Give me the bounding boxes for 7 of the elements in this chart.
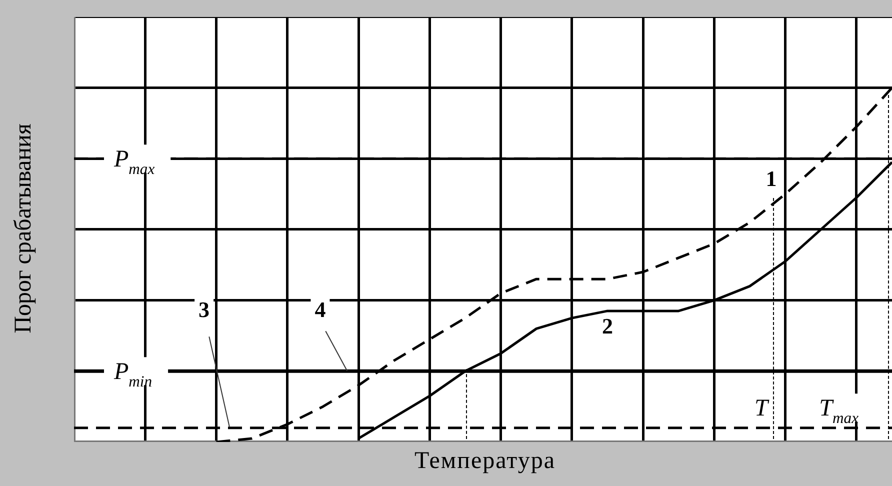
series-label: 1 xyxy=(766,166,777,191)
annotation: T xyxy=(754,396,770,422)
annotation: 3 xyxy=(198,296,210,322)
x-axis-title: Температура xyxy=(414,448,556,475)
annotation: 4 xyxy=(314,296,326,322)
y-axis-title: Порог срабатывания xyxy=(10,122,38,336)
series-label: 2 xyxy=(602,314,613,339)
